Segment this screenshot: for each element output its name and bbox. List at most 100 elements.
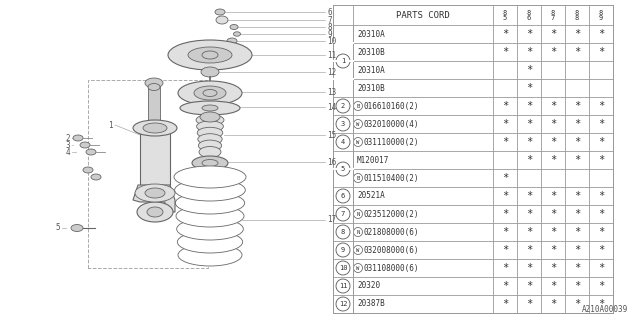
Text: 8: 8	[599, 10, 603, 16]
Text: *: *	[550, 227, 556, 237]
Text: *: *	[526, 281, 532, 291]
Text: 8: 8	[551, 10, 555, 16]
Text: 20310A: 20310A	[357, 66, 385, 75]
Ellipse shape	[194, 86, 226, 100]
Text: N: N	[356, 212, 360, 217]
Text: 17: 17	[327, 215, 336, 225]
Text: N: N	[356, 229, 360, 235]
Ellipse shape	[200, 112, 220, 122]
Ellipse shape	[73, 135, 83, 141]
Text: A210A00039: A210A00039	[582, 305, 628, 314]
Text: 031108000(6): 031108000(6)	[364, 263, 419, 273]
Ellipse shape	[192, 156, 228, 170]
Text: 7: 7	[551, 15, 555, 21]
Text: *: *	[526, 209, 532, 219]
Text: 9: 9	[599, 15, 603, 21]
Ellipse shape	[91, 174, 101, 180]
Text: 2: 2	[65, 133, 70, 142]
Circle shape	[336, 162, 350, 176]
Text: *: *	[526, 191, 532, 201]
Ellipse shape	[188, 47, 232, 63]
Ellipse shape	[230, 25, 238, 29]
Text: *: *	[598, 101, 604, 111]
Ellipse shape	[176, 205, 244, 227]
Text: 032010000(4): 032010000(4)	[364, 119, 419, 129]
Text: *: *	[550, 209, 556, 219]
Text: 20310B: 20310B	[357, 84, 385, 92]
Text: *: *	[598, 137, 604, 147]
Text: *: *	[598, 209, 604, 219]
Text: *: *	[550, 47, 556, 57]
Circle shape	[336, 243, 350, 257]
Circle shape	[336, 279, 350, 293]
Text: *: *	[598, 191, 604, 201]
Ellipse shape	[80, 142, 90, 148]
Text: 3: 3	[341, 121, 345, 127]
Circle shape	[353, 173, 362, 182]
Ellipse shape	[148, 84, 160, 91]
Text: PARTS CORD: PARTS CORD	[396, 11, 450, 20]
Text: 12: 12	[327, 68, 336, 76]
Circle shape	[353, 138, 362, 147]
Text: *: *	[598, 47, 604, 57]
Ellipse shape	[202, 51, 218, 59]
Text: 20387B: 20387B	[357, 300, 385, 308]
Ellipse shape	[227, 38, 237, 44]
Circle shape	[353, 210, 362, 219]
Text: *: *	[526, 299, 532, 309]
Ellipse shape	[196, 115, 224, 125]
Text: *: *	[574, 191, 580, 201]
Ellipse shape	[196, 121, 223, 132]
Ellipse shape	[180, 101, 240, 115]
Text: *: *	[526, 29, 532, 39]
Text: *: *	[598, 245, 604, 255]
Text: *: *	[550, 245, 556, 255]
Text: *: *	[598, 299, 604, 309]
Text: 7: 7	[327, 15, 332, 25]
Ellipse shape	[147, 207, 163, 217]
Circle shape	[353, 101, 362, 110]
Text: *: *	[550, 281, 556, 291]
Text: 6: 6	[341, 193, 345, 199]
Circle shape	[336, 261, 350, 275]
Text: 20310A: 20310A	[357, 29, 385, 38]
Text: *: *	[550, 101, 556, 111]
Ellipse shape	[234, 32, 241, 36]
Text: 4: 4	[341, 139, 345, 145]
Text: *: *	[526, 245, 532, 255]
Text: 15: 15	[327, 131, 336, 140]
Text: *: *	[502, 101, 508, 111]
Text: 6: 6	[327, 7, 332, 17]
Ellipse shape	[145, 78, 163, 88]
Text: 11: 11	[339, 283, 348, 289]
Ellipse shape	[168, 40, 252, 70]
Text: *: *	[574, 137, 580, 147]
Circle shape	[336, 189, 350, 203]
Text: *: *	[526, 47, 532, 57]
Bar	[140, 130, 170, 185]
Text: *: *	[502, 209, 508, 219]
Text: 20310B: 20310B	[357, 47, 385, 57]
Ellipse shape	[177, 218, 243, 240]
Text: W: W	[356, 122, 360, 126]
Ellipse shape	[202, 105, 218, 111]
Text: 8: 8	[575, 15, 579, 21]
Text: 9: 9	[341, 247, 345, 253]
Text: *: *	[526, 119, 532, 129]
Ellipse shape	[202, 159, 218, 166]
Ellipse shape	[175, 192, 244, 214]
Text: W: W	[356, 266, 360, 270]
Ellipse shape	[197, 127, 223, 138]
Text: *: *	[550, 137, 556, 147]
Text: *: *	[550, 155, 556, 165]
Text: *: *	[550, 29, 556, 39]
Text: 16: 16	[327, 157, 336, 166]
Text: *: *	[574, 299, 580, 309]
Text: *: *	[526, 227, 532, 237]
Text: *: *	[502, 137, 508, 147]
Text: *: *	[598, 155, 604, 165]
Text: *: *	[574, 263, 580, 273]
Ellipse shape	[133, 120, 177, 136]
Text: *: *	[574, 47, 580, 57]
Text: B: B	[356, 175, 360, 180]
